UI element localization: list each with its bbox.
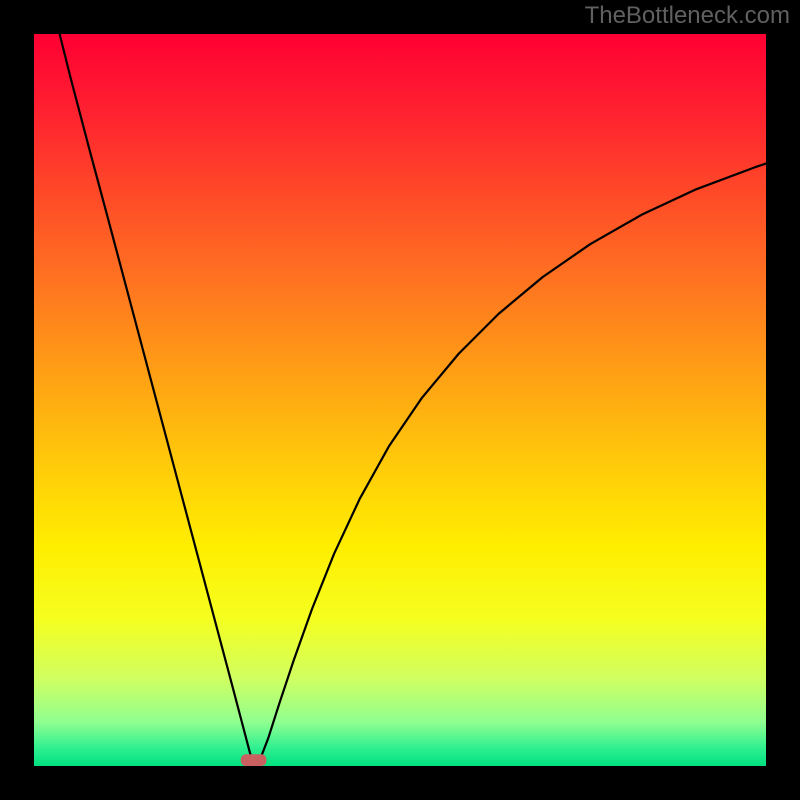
optimum-marker <box>241 754 267 766</box>
watermark-text: TheBottleneck.com <box>585 2 790 30</box>
plot-background <box>34 34 766 766</box>
